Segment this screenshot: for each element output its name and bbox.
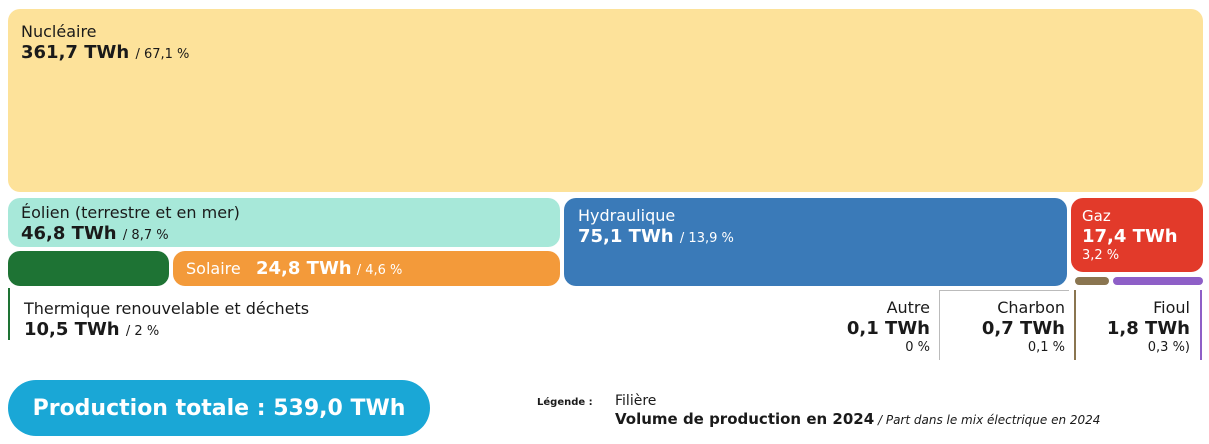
charbon-line xyxy=(1074,290,1076,360)
tile-solaire: Solaire 24,8 TWh / 4,6 % xyxy=(173,251,560,286)
thermique-name: Thermique renouvelable et déchets xyxy=(24,299,310,318)
thermique-line xyxy=(8,288,10,340)
fioul-share: 0,3 %) xyxy=(1147,340,1190,355)
charbon-share: 0,1 % xyxy=(1027,340,1065,355)
nucleaire-value: 361,7 TWh xyxy=(21,42,130,63)
tile-hydraulique: Hydraulique 75,1 TWh / 13,9 % xyxy=(564,198,1067,286)
hydraulique-share: / 13,9 % xyxy=(679,231,734,246)
autre-line xyxy=(939,290,940,360)
fioul-name: Fioul xyxy=(1153,298,1190,317)
tile-charbon xyxy=(1075,277,1109,285)
solaire-value: 24,8 TWh xyxy=(255,258,352,279)
thermique-value: 10,5 TWh xyxy=(24,319,120,340)
autre-line-top xyxy=(939,290,1069,291)
autre-value: 0,1 TWh xyxy=(846,318,930,339)
eolien-share: / 8,7 % xyxy=(122,228,169,243)
legend-title: Légende : xyxy=(537,397,593,408)
hydraulique-name: Hydraulique xyxy=(578,206,676,225)
charbon-value: 0,7 TWh xyxy=(981,318,1065,339)
fioul-value: 1,8 TWh xyxy=(1106,318,1190,339)
eolien-name: Éolien (terrestre et en mer) xyxy=(21,203,240,222)
autre-name: Autre xyxy=(886,298,930,317)
charbon-name: Charbon xyxy=(997,298,1065,317)
tile-thermique xyxy=(8,251,169,286)
autre-share: 0 % xyxy=(905,340,930,355)
gaz-share: 3,2 % xyxy=(1082,248,1120,263)
fioul-line xyxy=(1200,290,1202,360)
hydraulique-value: 75,1 TWh xyxy=(578,226,674,247)
tile-gaz: Gaz 17,4 TWh 3,2 % xyxy=(1071,198,1203,272)
thermique-share: / 2 % xyxy=(125,324,160,339)
nucleaire-name: Nucléaire xyxy=(21,22,97,41)
eolien-value: 46,8 TWh xyxy=(21,223,117,244)
tile-nucleaire: Nucléaire 361,7 TWh / 67,1 % xyxy=(8,9,1203,192)
gaz-value: 17,4 TWh xyxy=(1082,226,1178,247)
legend-rest: / Part dans le mix électrique en 2024 xyxy=(874,413,1101,427)
legend-bold: Volume de production en 2024 xyxy=(615,410,875,428)
solaire-name: Solaire xyxy=(186,259,241,278)
total-production-pill: Production totale : 539,0 TWh xyxy=(8,380,430,436)
nucleaire-share: / 67,1 % xyxy=(135,47,190,62)
solaire-share: / 4,6 % xyxy=(356,263,403,278)
tile-eolien: Éolien (terrestre et en mer) 46,8 TWh / … xyxy=(8,198,560,247)
gaz-name: Gaz xyxy=(1082,207,1111,225)
tile-fioul xyxy=(1113,277,1203,285)
legend-line1: Filière xyxy=(615,393,657,409)
